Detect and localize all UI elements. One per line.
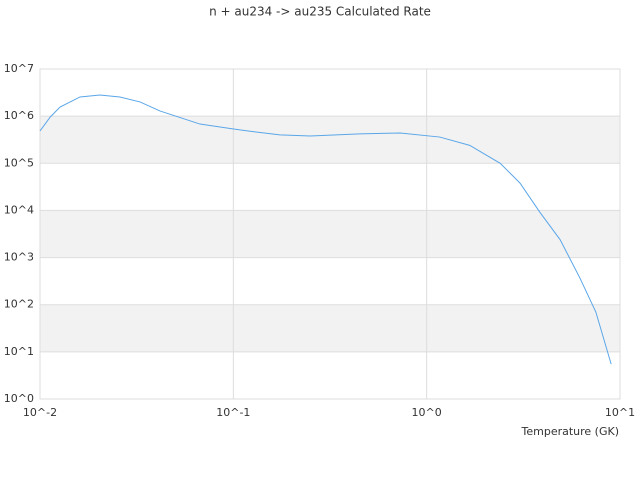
y-tick-label: 10^1 — [4, 345, 34, 358]
y-tick-label: 10^6 — [4, 109, 34, 122]
y-tick-label: 10^4 — [4, 203, 34, 216]
y-tick-label: 10^2 — [4, 298, 34, 311]
y-tick-label: 10^5 — [4, 156, 34, 169]
y-tick-label: 10^3 — [4, 251, 34, 264]
x-tick-label: 10^0 — [412, 406, 442, 419]
chart-title: n + au234 -> au235 Calculated Rate — [209, 5, 431, 19]
x-tick-label: 10^-2 — [23, 406, 57, 419]
y-tick-label: 10^0 — [4, 392, 34, 405]
x-axis-label: Temperature (GK) — [521, 425, 620, 438]
y-tick-label: 10^7 — [4, 62, 34, 75]
grid-band — [40, 304, 620, 352]
grid-band — [40, 116, 620, 164]
data-line — [39, 94, 612, 365]
x-tick-label: 10^1 — [605, 406, 635, 419]
grid-band — [40, 210, 620, 258]
x-tick-label: 10^-1 — [216, 406, 250, 419]
plot-border — [39, 68, 621, 400]
